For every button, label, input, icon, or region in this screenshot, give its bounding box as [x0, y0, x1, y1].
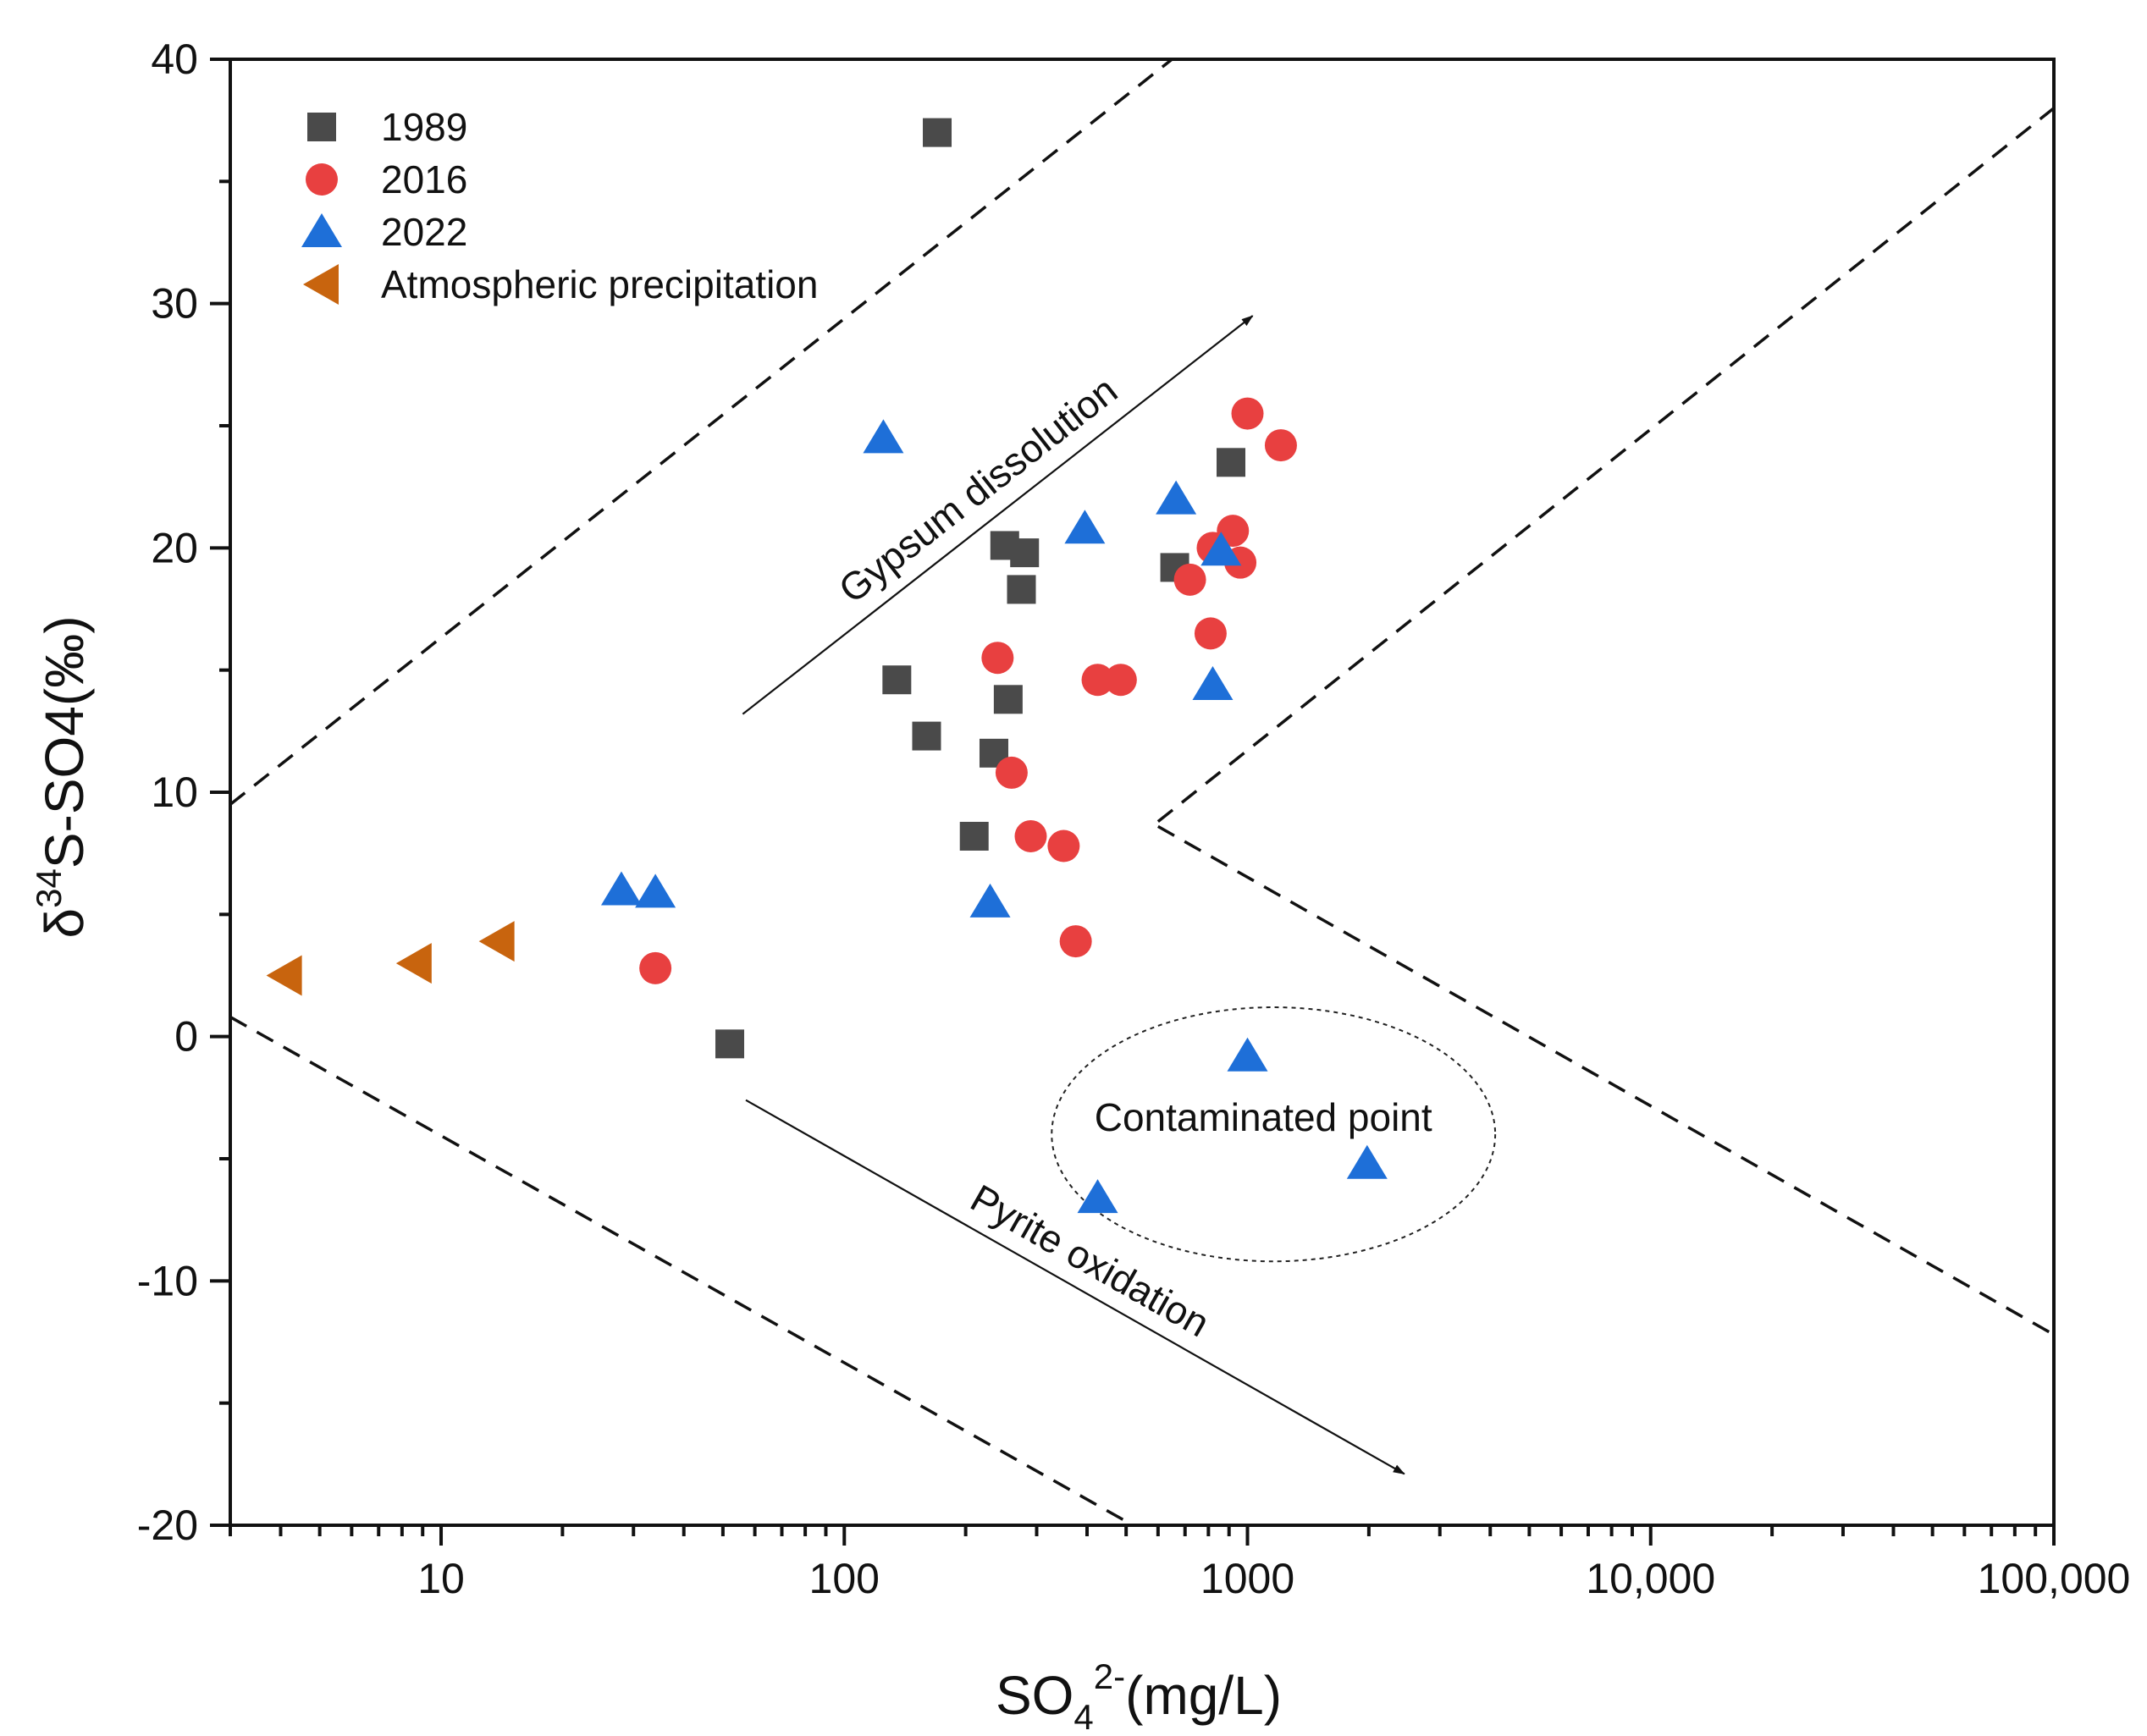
- point-2016-7: [1194, 617, 1227, 650]
- y-axis-title-delta: δ: [34, 908, 95, 939]
- y-tick-label--20: -20: [137, 1502, 198, 1549]
- point-1989-1: [923, 118, 952, 147]
- point-2022-10: [1346, 1144, 1388, 1179]
- contaminated-point-label: Contaminated point: [1095, 1095, 1432, 1139]
- point-2022-1: [863, 419, 904, 454]
- x-tick-label-100000: 100,000: [1978, 1555, 2131, 1602]
- point-2022-3: [1064, 510, 1106, 544]
- point-2022-5: [1192, 665, 1234, 700]
- process-arrows: [742, 315, 1497, 1475]
- point-2016-6: [1173, 563, 1206, 596]
- contaminated-ellipse: [1051, 1006, 1497, 1263]
- x-axis-title: SO42-(mg/L): [996, 1656, 1282, 1736]
- y-tick-label-10: 10: [151, 769, 198, 816]
- boundary-lines: [229, 58, 2056, 1527]
- legend-label-1989: 1989: [381, 105, 467, 149]
- legend-marker-1989: [307, 113, 336, 141]
- point-2022-4: [1200, 532, 1242, 566]
- point-1989-8: [993, 685, 1023, 714]
- point-atmospheric-precipitation-2: [395, 943, 432, 984]
- point-2022-8: [969, 883, 1011, 918]
- point-atmospheric-precipitation-3: [478, 921, 515, 962]
- point-2016-15: [639, 951, 672, 984]
- y-tick-label-40: 40: [151, 36, 198, 83]
- y-tick-label-20: 20: [151, 524, 198, 571]
- point-2016-12: [1014, 819, 1047, 852]
- point-1989-12: [715, 1029, 745, 1059]
- x-tick-label-1000: 1000: [1200, 1555, 1294, 1602]
- point-1989-4: [1010, 538, 1040, 568]
- gypsum-dissolution-arrow: [742, 315, 1254, 715]
- legend-marker-2016: [306, 163, 338, 196]
- y-axis-title: δ34S-SO4(‰): [29, 615, 95, 938]
- legend-label-2022: 2022: [381, 210, 467, 254]
- y-tick-label--10: -10: [137, 1257, 198, 1304]
- point-2016-11: [995, 756, 1028, 789]
- data-points: [266, 118, 1388, 1214]
- point-2022-6: [600, 871, 642, 906]
- boundary-line-3: [1156, 824, 2055, 1336]
- legend-label-atmospheric-precipitation: Atmospheric precipitation: [381, 262, 818, 306]
- y-tick-label-30: 30: [151, 280, 198, 328]
- y-tick-label-0: 0: [174, 1013, 198, 1061]
- point-1989-7: [882, 665, 912, 695]
- pyrite-oxidation-arrow: [745, 1099, 1405, 1475]
- point-1989-9: [912, 721, 941, 751]
- point-2022-7: [635, 874, 676, 908]
- x-tick-label-10000: 10,000: [1586, 1555, 1715, 1602]
- point-2016-2: [1264, 429, 1297, 462]
- y-axis-title-superscript: 34: [29, 868, 69, 908]
- point-2022-11: [1077, 1179, 1118, 1214]
- legend-marker-atmospheric-precipitation: [303, 264, 339, 305]
- x-tick-label-10: 10: [417, 1555, 465, 1602]
- point-2016-13: [1047, 829, 1080, 862]
- point-1989-6: [1007, 575, 1036, 604]
- legend: 1989 2016 2022 Atmospheric precipitation: [301, 105, 818, 306]
- point-1989-11: [959, 821, 989, 851]
- boundary-line-1: [229, 58, 1173, 806]
- point-2022-9: [1227, 1037, 1268, 1072]
- legend-label-2016: 2016: [381, 157, 467, 201]
- point-2022-2: [1156, 480, 1197, 515]
- y-axis-title-rest: S-SO4(‰): [34, 615, 95, 868]
- x-axis-title-superscript: 2-: [1094, 1656, 1125, 1696]
- x-tick-label-100: 100: [809, 1555, 880, 1602]
- x-axis-title-unit: (mg/L): [1125, 1665, 1282, 1726]
- point-atmospheric-precipitation-1: [266, 955, 302, 996]
- point-2016-1: [1231, 397, 1264, 430]
- x-axis-title-base: SO: [996, 1665, 1074, 1726]
- point-2016-10: [1104, 664, 1137, 697]
- legend-markers: [301, 113, 342, 305]
- boundary-line-4: [229, 1016, 1134, 1527]
- point-2016-9: [1081, 664, 1114, 697]
- point-2016-14: [1059, 925, 1092, 958]
- x-axis-title-subscript: 4: [1074, 1697, 1093, 1736]
- point-1989-2: [1217, 448, 1246, 477]
- point-2016-8: [981, 642, 1014, 675]
- boundary-line-2: [1156, 107, 2056, 824]
- legend-marker-2022: [301, 213, 342, 247]
